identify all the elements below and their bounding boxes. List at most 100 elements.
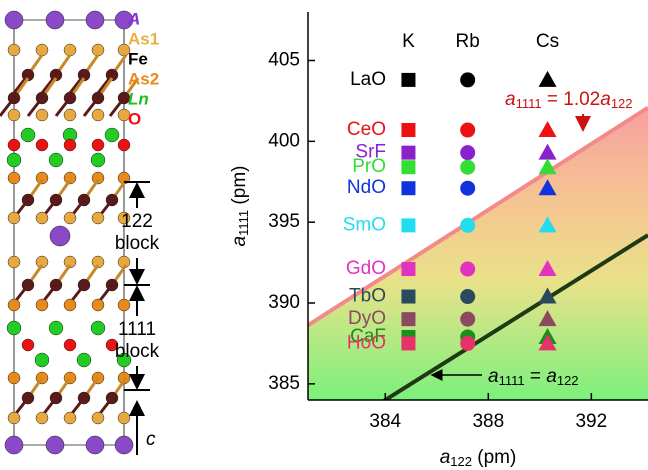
atom: [50, 226, 70, 246]
legend-label: As2: [128, 69, 159, 88]
axis-c-label: c: [146, 429, 156, 450]
atom: [46, 11, 64, 29]
x-tick-label: 392: [575, 411, 607, 432]
atom: [5, 11, 23, 29]
atom: [5, 436, 23, 454]
atom: [22, 279, 34, 291]
line-label-part: 122: [557, 373, 579, 388]
atom: [7, 321, 21, 335]
atom: [21, 128, 35, 142]
marker: [401, 123, 415, 137]
marker: [401, 312, 415, 326]
atom: [92, 109, 104, 121]
marker: [460, 72, 475, 87]
atom: [91, 321, 105, 335]
atom: [92, 212, 104, 224]
marker: [460, 312, 475, 327]
line-label-part: a: [546, 366, 557, 387]
block-label: 122: [121, 211, 153, 232]
series-label: GdO: [346, 258, 386, 279]
atom: [105, 128, 119, 142]
y-axis-label-part: (pm): [229, 166, 250, 210]
series-label: CeO: [347, 119, 386, 140]
series-label: PrO: [352, 156, 386, 177]
atom: [92, 44, 104, 56]
atom: [106, 392, 118, 404]
line-label-part: =: [525, 366, 547, 387]
atom: [86, 11, 104, 29]
atom: [36, 412, 48, 424]
marker: [539, 121, 557, 137]
atom: [22, 194, 34, 206]
y-tick-label: 385: [268, 373, 300, 394]
series-label: HoO: [347, 332, 386, 353]
atom: [49, 153, 63, 167]
block-label: 1111: [118, 319, 156, 340]
atom: [106, 279, 118, 291]
y-axis-label-part: a: [229, 236, 250, 247]
column-label: K: [402, 31, 415, 52]
plot: 385390395400405384388392a122 (pm)a1111 (…: [229, 12, 648, 469]
marker: [401, 181, 415, 195]
figure: AAs1FeAs2LnO122block1111blockc 385390395…: [0, 0, 648, 470]
y-tick-label: 400: [268, 130, 300, 151]
line-label: a1111 = 1.02a122: [505, 89, 633, 111]
y-axis-label: a1111 (pm): [229, 166, 251, 247]
atom: [64, 44, 76, 56]
legend-label: Ln: [128, 89, 149, 108]
atom: [92, 299, 104, 311]
legend-label: A: [127, 9, 140, 28]
marker: [401, 262, 415, 276]
column-label: Rb: [456, 31, 480, 52]
series-label: NdO: [347, 177, 386, 198]
atom: [78, 194, 90, 206]
line-label-part: 1111: [499, 373, 525, 388]
atom: [8, 256, 20, 268]
atom: [115, 436, 133, 454]
atom: [64, 92, 76, 104]
legend-label: O: [128, 109, 141, 128]
atom: [91, 153, 105, 167]
atom: [8, 44, 20, 56]
marker: [460, 262, 475, 277]
atom: [50, 392, 62, 404]
atom: [7, 153, 21, 167]
atom: [50, 194, 62, 206]
atom: [78, 279, 90, 291]
atom: [8, 212, 20, 224]
atom: [8, 139, 20, 151]
marker: [460, 181, 475, 196]
marker: [460, 218, 475, 233]
legend-label: As1: [128, 29, 159, 48]
atom: [8, 372, 20, 384]
marker: [460, 289, 475, 304]
atom: [92, 92, 104, 104]
line-label-part: 122: [611, 96, 633, 111]
atom: [64, 109, 76, 121]
y-tick-label: 390: [268, 292, 300, 313]
atom: [86, 436, 104, 454]
atom: [36, 44, 48, 56]
marker: [401, 160, 415, 174]
atom: [36, 109, 48, 121]
atom: [64, 139, 76, 151]
atom: [92, 412, 104, 424]
x-tick-label: 388: [472, 411, 504, 432]
atom: [36, 139, 48, 151]
atom: [8, 412, 20, 424]
atom: [22, 339, 34, 351]
marker: [401, 73, 415, 87]
y-axis-label-part: 1111: [236, 210, 251, 236]
x-axis-label-part: (pm): [472, 447, 516, 468]
atom: [36, 212, 48, 224]
marker: [460, 145, 475, 160]
atom: [50, 279, 62, 291]
x-axis-label: a122 (pm): [440, 447, 517, 469]
y-tick-label: 395: [268, 211, 300, 232]
atom: [77, 353, 91, 367]
x-axis-label-part: a: [440, 447, 451, 468]
marker: [539, 71, 557, 87]
atom: [8, 299, 20, 311]
marker: [401, 146, 415, 160]
